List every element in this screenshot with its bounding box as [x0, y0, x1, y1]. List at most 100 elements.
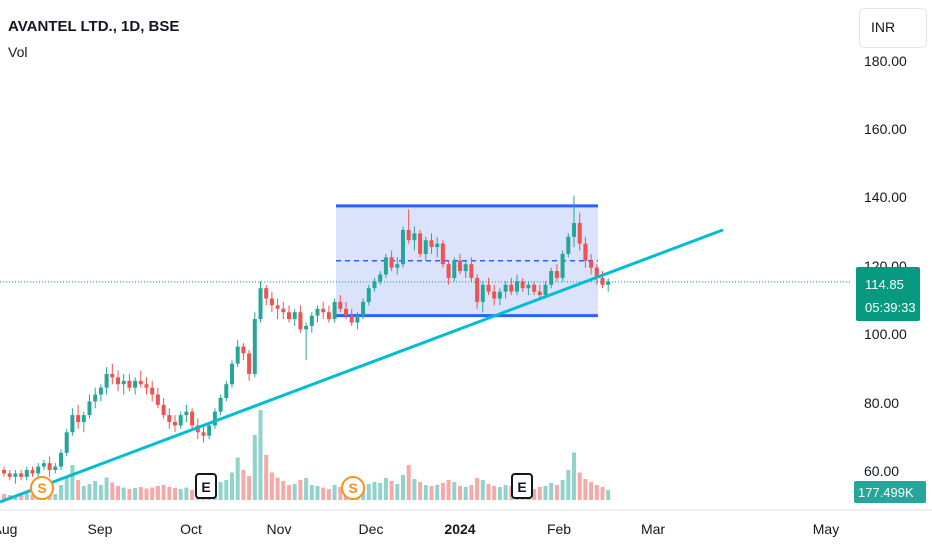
candle [418, 229, 423, 258]
symbol-title[interactable]: AVANTEL LTD., 1D, BSE [8, 18, 180, 35]
volume-value-badge [854, 481, 926, 503]
time-tick-label: May [813, 521, 839, 537]
trendline[interactable] [0, 228, 724, 504]
candle-body [406, 229, 411, 241]
candle-body [258, 288, 263, 320]
volume-bar [138, 487, 143, 500]
candle [287, 305, 291, 323]
candle [201, 425, 206, 443]
candle [7, 470, 12, 481]
candle [269, 291, 274, 313]
volume-bar [304, 478, 309, 500]
candle-body [30, 470, 35, 474]
candle-body [446, 264, 451, 278]
candle [463, 260, 468, 278]
candle [252, 312, 257, 378]
candle-body [338, 301, 343, 309]
price-axis[interactable]: 180.00160.00140.00120.00100.0080.0060.00… [850, 0, 932, 510]
volume-bar [463, 487, 468, 500]
volume-bar [241, 470, 246, 500]
candle-body [440, 243, 445, 265]
candle-body [577, 223, 582, 244]
candle-body [224, 384, 229, 398]
volume-bar [606, 490, 611, 500]
candle-body [503, 284, 508, 292]
candle-body [378, 274, 383, 282]
candle-body [332, 301, 337, 320]
volume-bar [81, 486, 86, 500]
volume-bar [224, 480, 229, 500]
volume-bar [30, 495, 35, 500]
volume-bar [458, 486, 462, 500]
volume-bar [116, 486, 120, 500]
split-marker-letter: S [37, 480, 46, 496]
candle [440, 240, 445, 268]
candle [93, 387, 98, 409]
candle [218, 394, 223, 416]
candle-body [321, 308, 326, 313]
candle [190, 408, 195, 429]
candle [155, 387, 160, 409]
volume-bar [292, 484, 297, 500]
candle-body [566, 236, 571, 254]
volume-bar [452, 482, 457, 500]
volume-bar [287, 485, 291, 500]
candle [349, 308, 354, 326]
volume-bar [594, 485, 599, 500]
candle-body [486, 284, 491, 292]
volume-bar [144, 488, 149, 500]
volume-bar [446, 480, 451, 500]
volume-indicator-label[interactable]: Vol [8, 44, 28, 60]
candle [412, 226, 417, 251]
volume-bar [480, 480, 485, 500]
candle-body [7, 473, 12, 477]
split-event-marker[interactable]: S [341, 476, 365, 500]
volume-bar [184, 487, 189, 500]
volume-bar [383, 478, 388, 500]
earnings-event-marker[interactable]: E [511, 473, 533, 499]
candle [150, 380, 155, 402]
earnings-marker-box [195, 473, 217, 499]
candle-body [600, 277, 605, 285]
split-marker-circle [30, 476, 54, 500]
split-event-marker[interactable]: S [30, 476, 54, 500]
volume-bar [537, 487, 542, 500]
candle-body [458, 260, 462, 272]
volume-bar [190, 490, 195, 500]
candle [104, 367, 109, 395]
candle [355, 312, 360, 330]
volume-bar [418, 482, 423, 500]
candle-body [87, 401, 92, 416]
volume-bar [178, 489, 183, 500]
currency-button[interactable]: INR [859, 8, 927, 48]
candle-body [589, 260, 594, 268]
volume-bar [389, 481, 394, 500]
candle-body [389, 257, 394, 268]
candle [429, 233, 434, 254]
candle [321, 301, 326, 320]
candle-body [509, 284, 514, 292]
volume-value: 177.499K [858, 485, 914, 500]
candle [338, 295, 343, 313]
candle-body [81, 415, 86, 422]
candle [560, 250, 565, 282]
candle-body [218, 397, 223, 412]
price-tick-label: 60.00 [864, 463, 899, 479]
candle-layer [0, 195, 850, 484]
price-tick-label: 80.00 [864, 395, 899, 411]
candle [121, 373, 126, 395]
candle [70, 408, 75, 436]
time-tick-label: Nov [267, 521, 292, 537]
candle-body [53, 466, 58, 470]
candle [298, 305, 303, 333]
volume-bar [572, 452, 576, 500]
earnings-event-marker[interactable]: E [195, 473, 217, 499]
candle [247, 349, 252, 381]
volume-bar [338, 487, 343, 500]
volume-bar [503, 485, 508, 500]
time-axis[interactable]: Aug Sep Oct Nov Dec 2024 Feb Mar May [0, 509, 932, 550]
volume-bar [104, 477, 109, 500]
time-tick-label: 2024 [444, 521, 475, 537]
candle [406, 209, 411, 244]
